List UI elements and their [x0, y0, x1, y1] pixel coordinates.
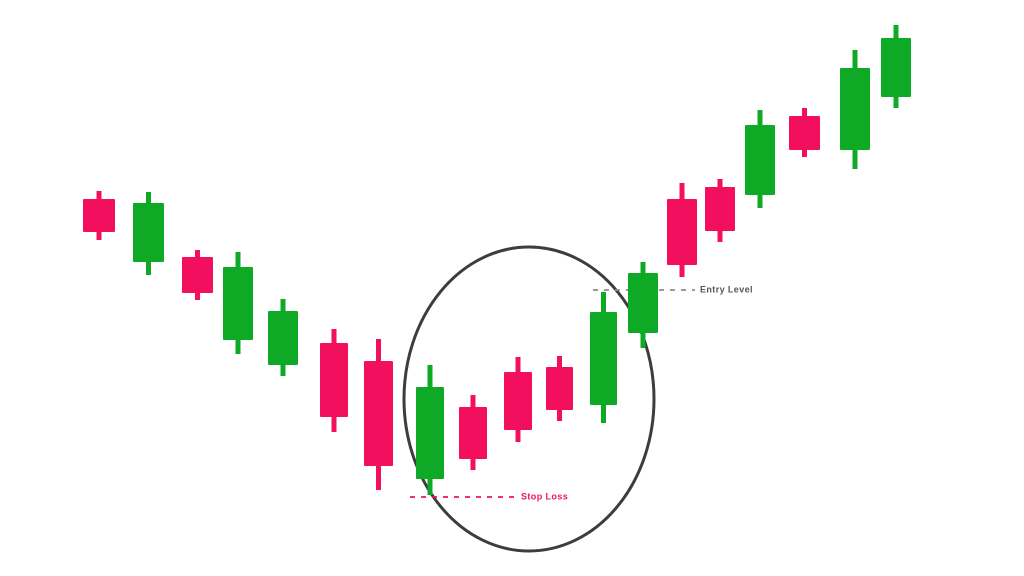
stop-loss-label: Stop Loss [521, 491, 569, 502]
entry-level-label: Entry Level [700, 284, 753, 295]
